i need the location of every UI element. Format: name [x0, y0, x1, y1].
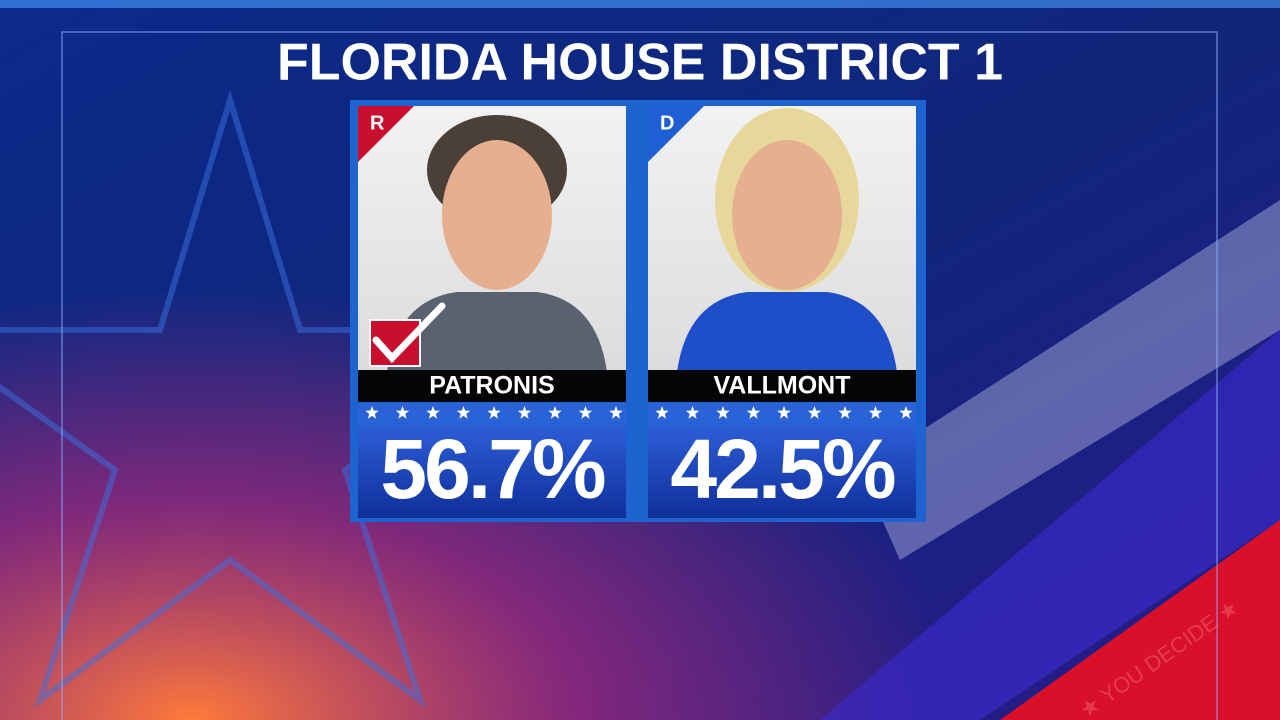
strip-star	[548, 406, 562, 419]
strip-star	[838, 406, 852, 419]
strip-star	[517, 406, 532, 419]
portrait-face	[732, 140, 842, 290]
candidate-card: R PATRONIS 56.7%	[358, 106, 626, 518]
vote-percent: 42.5%	[670, 422, 894, 516]
strip-star	[655, 406, 669, 419]
strip-star	[426, 406, 440, 419]
strip-star	[456, 406, 471, 419]
strip-star	[609, 406, 623, 419]
portrait-face	[442, 140, 552, 290]
portrait-body	[677, 292, 897, 372]
strip-star	[365, 406, 379, 419]
strip-star	[746, 406, 761, 419]
vote-percent: 56.7%	[380, 422, 604, 516]
strip-star	[716, 406, 730, 419]
strip-star	[807, 406, 822, 419]
winner-check	[372, 302, 446, 364]
percent-box	[358, 424, 626, 518]
strip-star	[395, 406, 410, 419]
title: FLORIDA HOUSE DISTRICT 1	[277, 34, 1003, 92]
party-badge	[358, 106, 414, 162]
party-label: R	[370, 112, 385, 134]
party-label: D	[660, 112, 674, 134]
name-bar	[648, 370, 916, 402]
strip-star	[868, 406, 883, 419]
name-bar	[358, 370, 626, 402]
candidate-name: VALLMONT	[713, 372, 850, 400]
strip-star	[685, 406, 700, 419]
portrait-body	[387, 292, 607, 372]
strip-star	[777, 406, 791, 419]
strip-star	[578, 406, 593, 419]
strip-star	[487, 406, 501, 419]
percent-box	[648, 424, 916, 518]
candidate-card: D VALLMONT 42.5%	[648, 106, 916, 518]
strip-star	[899, 406, 913, 419]
candidate-name: PATRONIS	[429, 372, 554, 400]
candidates: R PATRONIS 56.7% D VALLMONT 42.5%	[358, 106, 916, 518]
party-badge	[648, 106, 704, 162]
